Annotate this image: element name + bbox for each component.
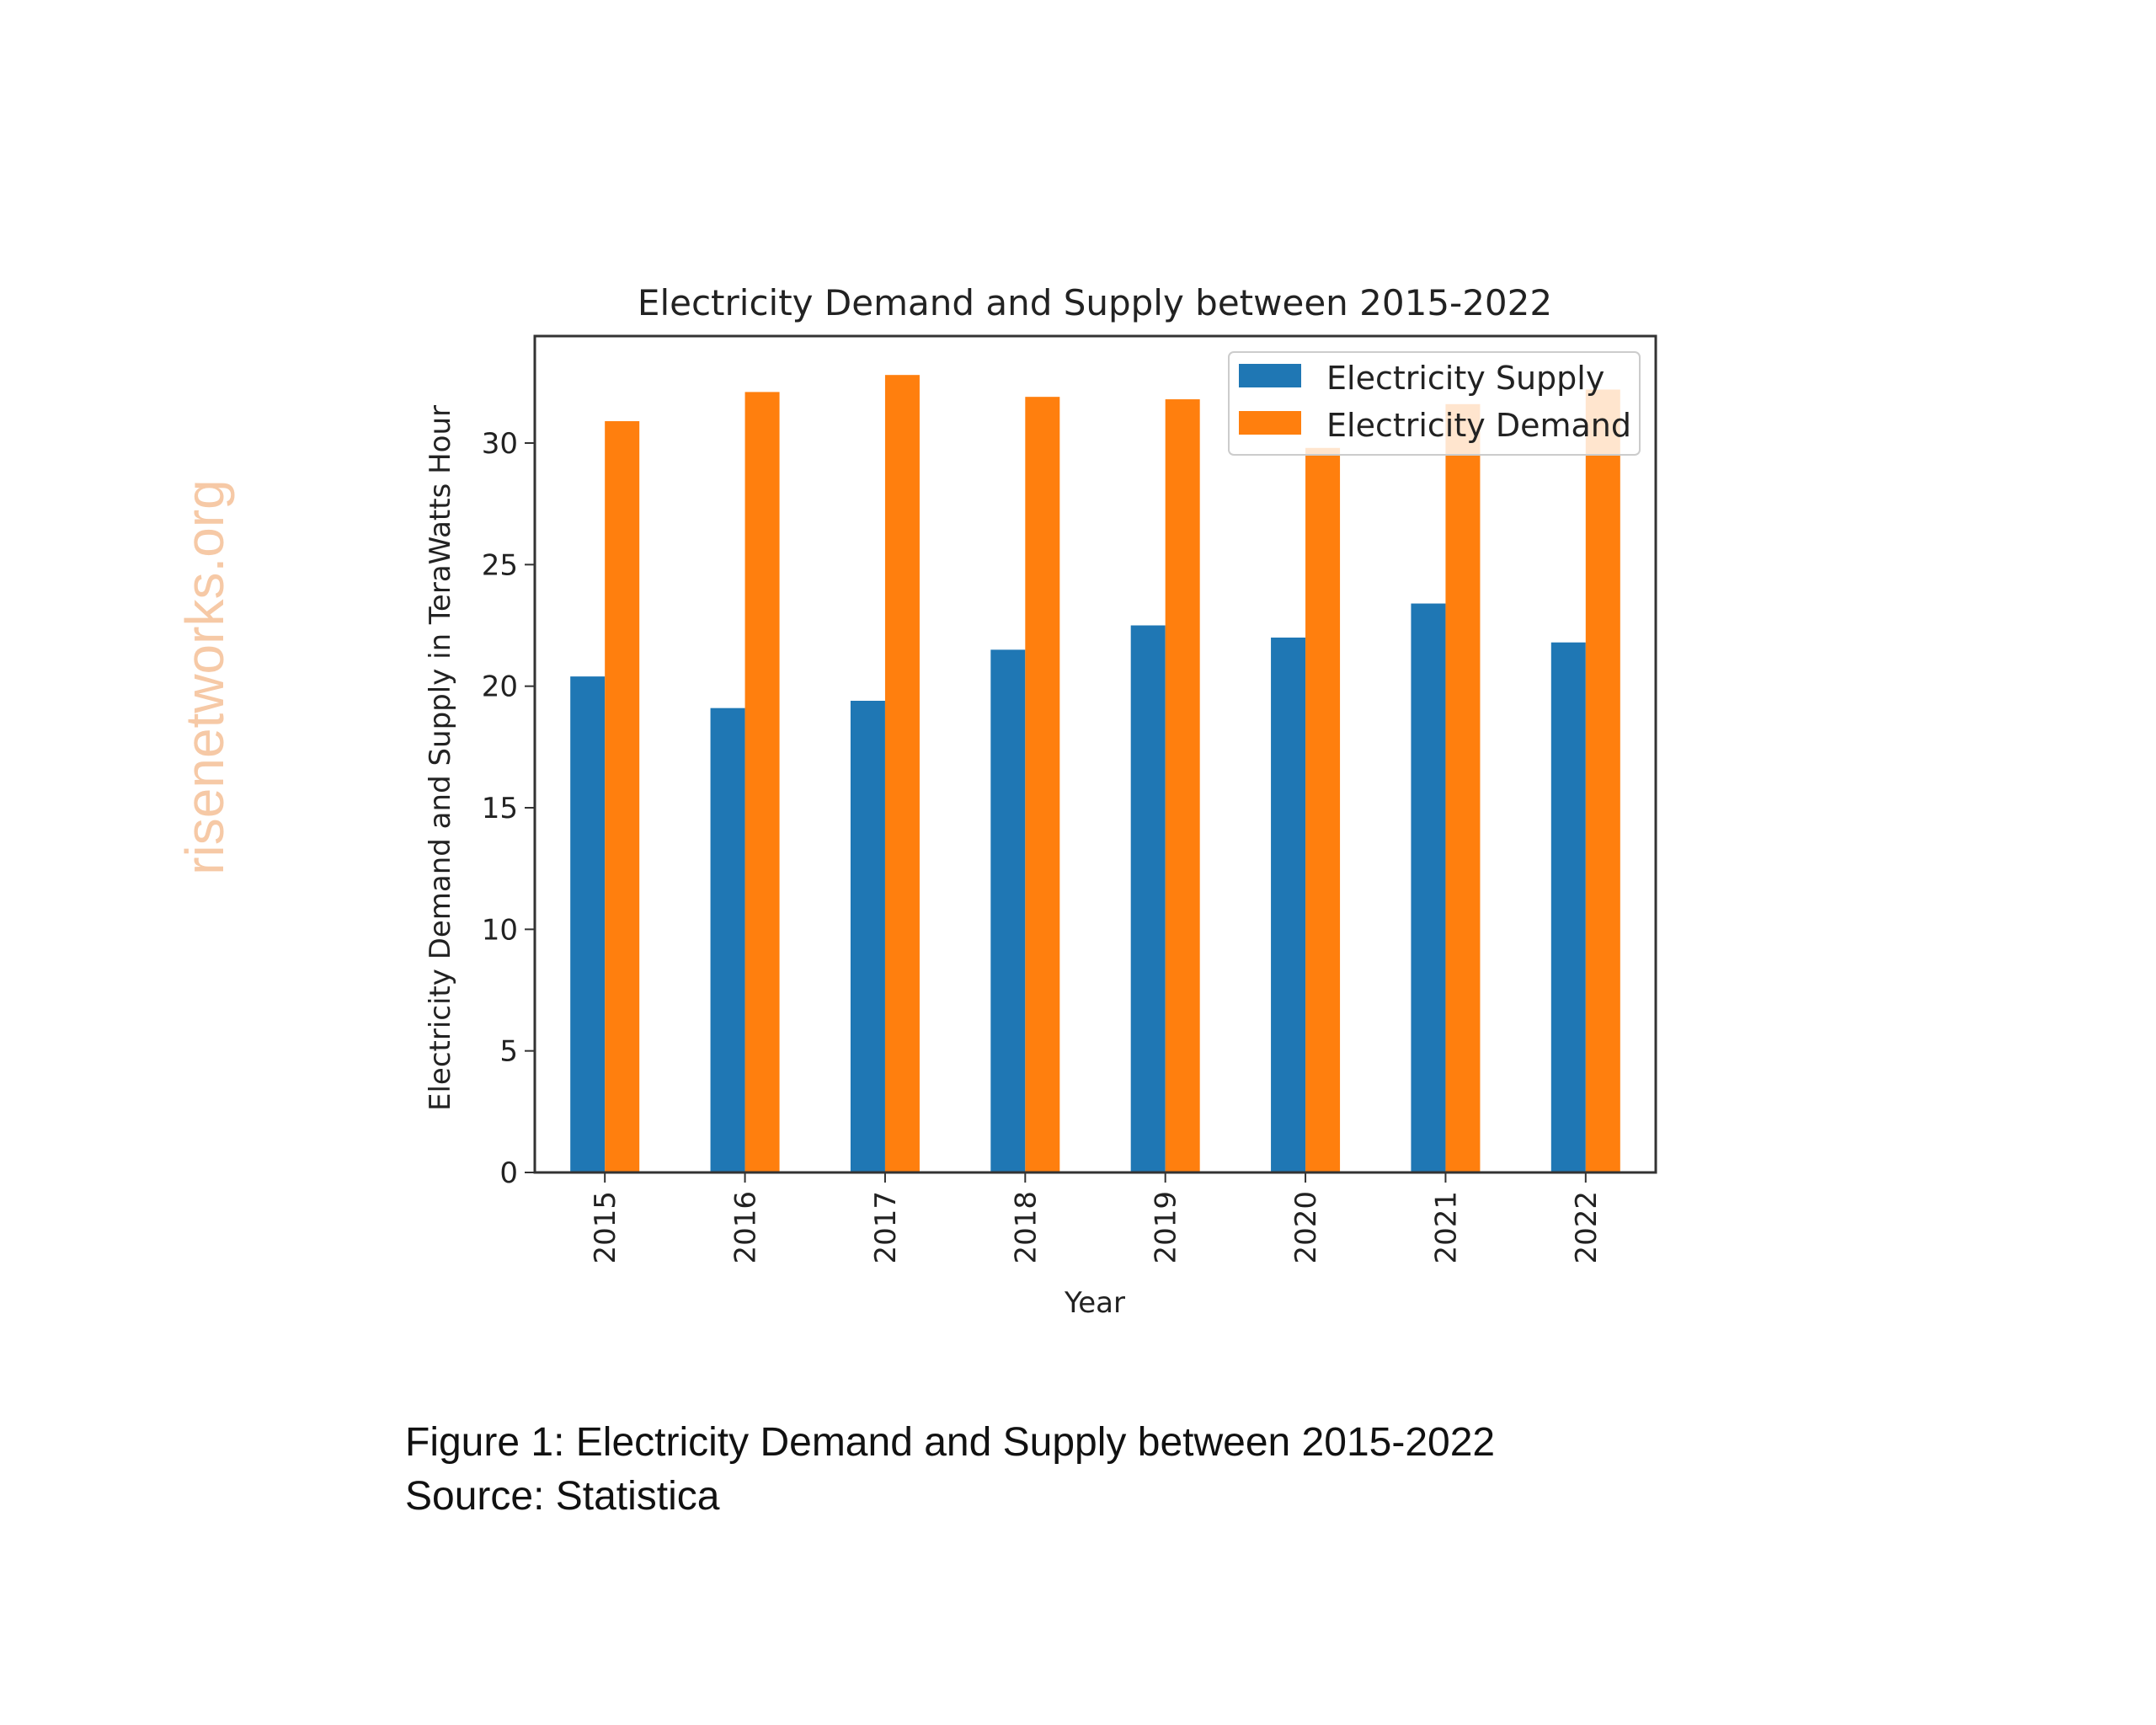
x-tick-label: 2018 <box>1009 1191 1043 1264</box>
y-tick-label: 30 <box>482 427 518 461</box>
bar-supply-2017 <box>850 700 885 1172</box>
y-tick-label: 5 <box>499 1035 518 1069</box>
bar-demand-2016 <box>744 392 780 1172</box>
bar-demand-2021 <box>1445 403 1481 1173</box>
bar-supply-2016 <box>710 708 745 1172</box>
bar-supply-2022 <box>1550 642 1586 1172</box>
y-tick-label: 0 <box>499 1156 518 1190</box>
bar-supply-2021 <box>1411 603 1446 1172</box>
legend-label-demand: Electricity Demand <box>1326 407 1631 444</box>
y-tick-label: 25 <box>482 548 518 582</box>
x-tick-label: 2019 <box>1150 1191 1183 1264</box>
figure-caption: Figure 1: Electricity Demand and Supply … <box>405 1420 1496 1465</box>
x-axis-label: Year <box>1064 1286 1125 1320</box>
x-tick-label: 2020 <box>1289 1191 1323 1264</box>
bar-supply-2015 <box>570 676 606 1172</box>
bar-demand-2022 <box>1585 389 1620 1172</box>
legend: Electricity Supply Electricity Demand <box>1228 351 1641 456</box>
bar-demand-2017 <box>884 375 920 1172</box>
bar-supply-2020 <box>1271 637 1306 1172</box>
legend-label-supply: Electricity Supply <box>1326 360 1604 397</box>
bar-supply-2019 <box>1130 625 1166 1172</box>
x-tick-label: 2022 <box>1570 1191 1604 1264</box>
legend-swatch-demand <box>1239 411 1301 435</box>
y-tick-label: 20 <box>482 670 518 704</box>
plot-frame <box>533 334 1657 1174</box>
source-caption: Source: Statistica <box>405 1474 720 1519</box>
x-tick-label: 2015 <box>589 1191 622 1264</box>
bar-demand-2020 <box>1305 447 1341 1172</box>
bar-demand-2019 <box>1165 399 1200 1172</box>
x-tick-label: 2016 <box>729 1191 763 1264</box>
chart-title: Electricity Demand and Supply between 20… <box>638 282 1552 323</box>
y-tick-label: 15 <box>482 792 518 825</box>
legend-swatch-supply <box>1239 364 1301 387</box>
y-tick-label: 10 <box>482 913 518 947</box>
bar-supply-2018 <box>990 649 1026 1172</box>
x-tick-label: 2017 <box>869 1191 903 1264</box>
x-tick-label: 2021 <box>1429 1191 1463 1264</box>
y-axis-label: Electricity Demand and Supply in TeraWat… <box>424 405 457 1111</box>
bar-demand-2018 <box>1025 397 1060 1172</box>
bar-demand-2015 <box>605 421 640 1172</box>
